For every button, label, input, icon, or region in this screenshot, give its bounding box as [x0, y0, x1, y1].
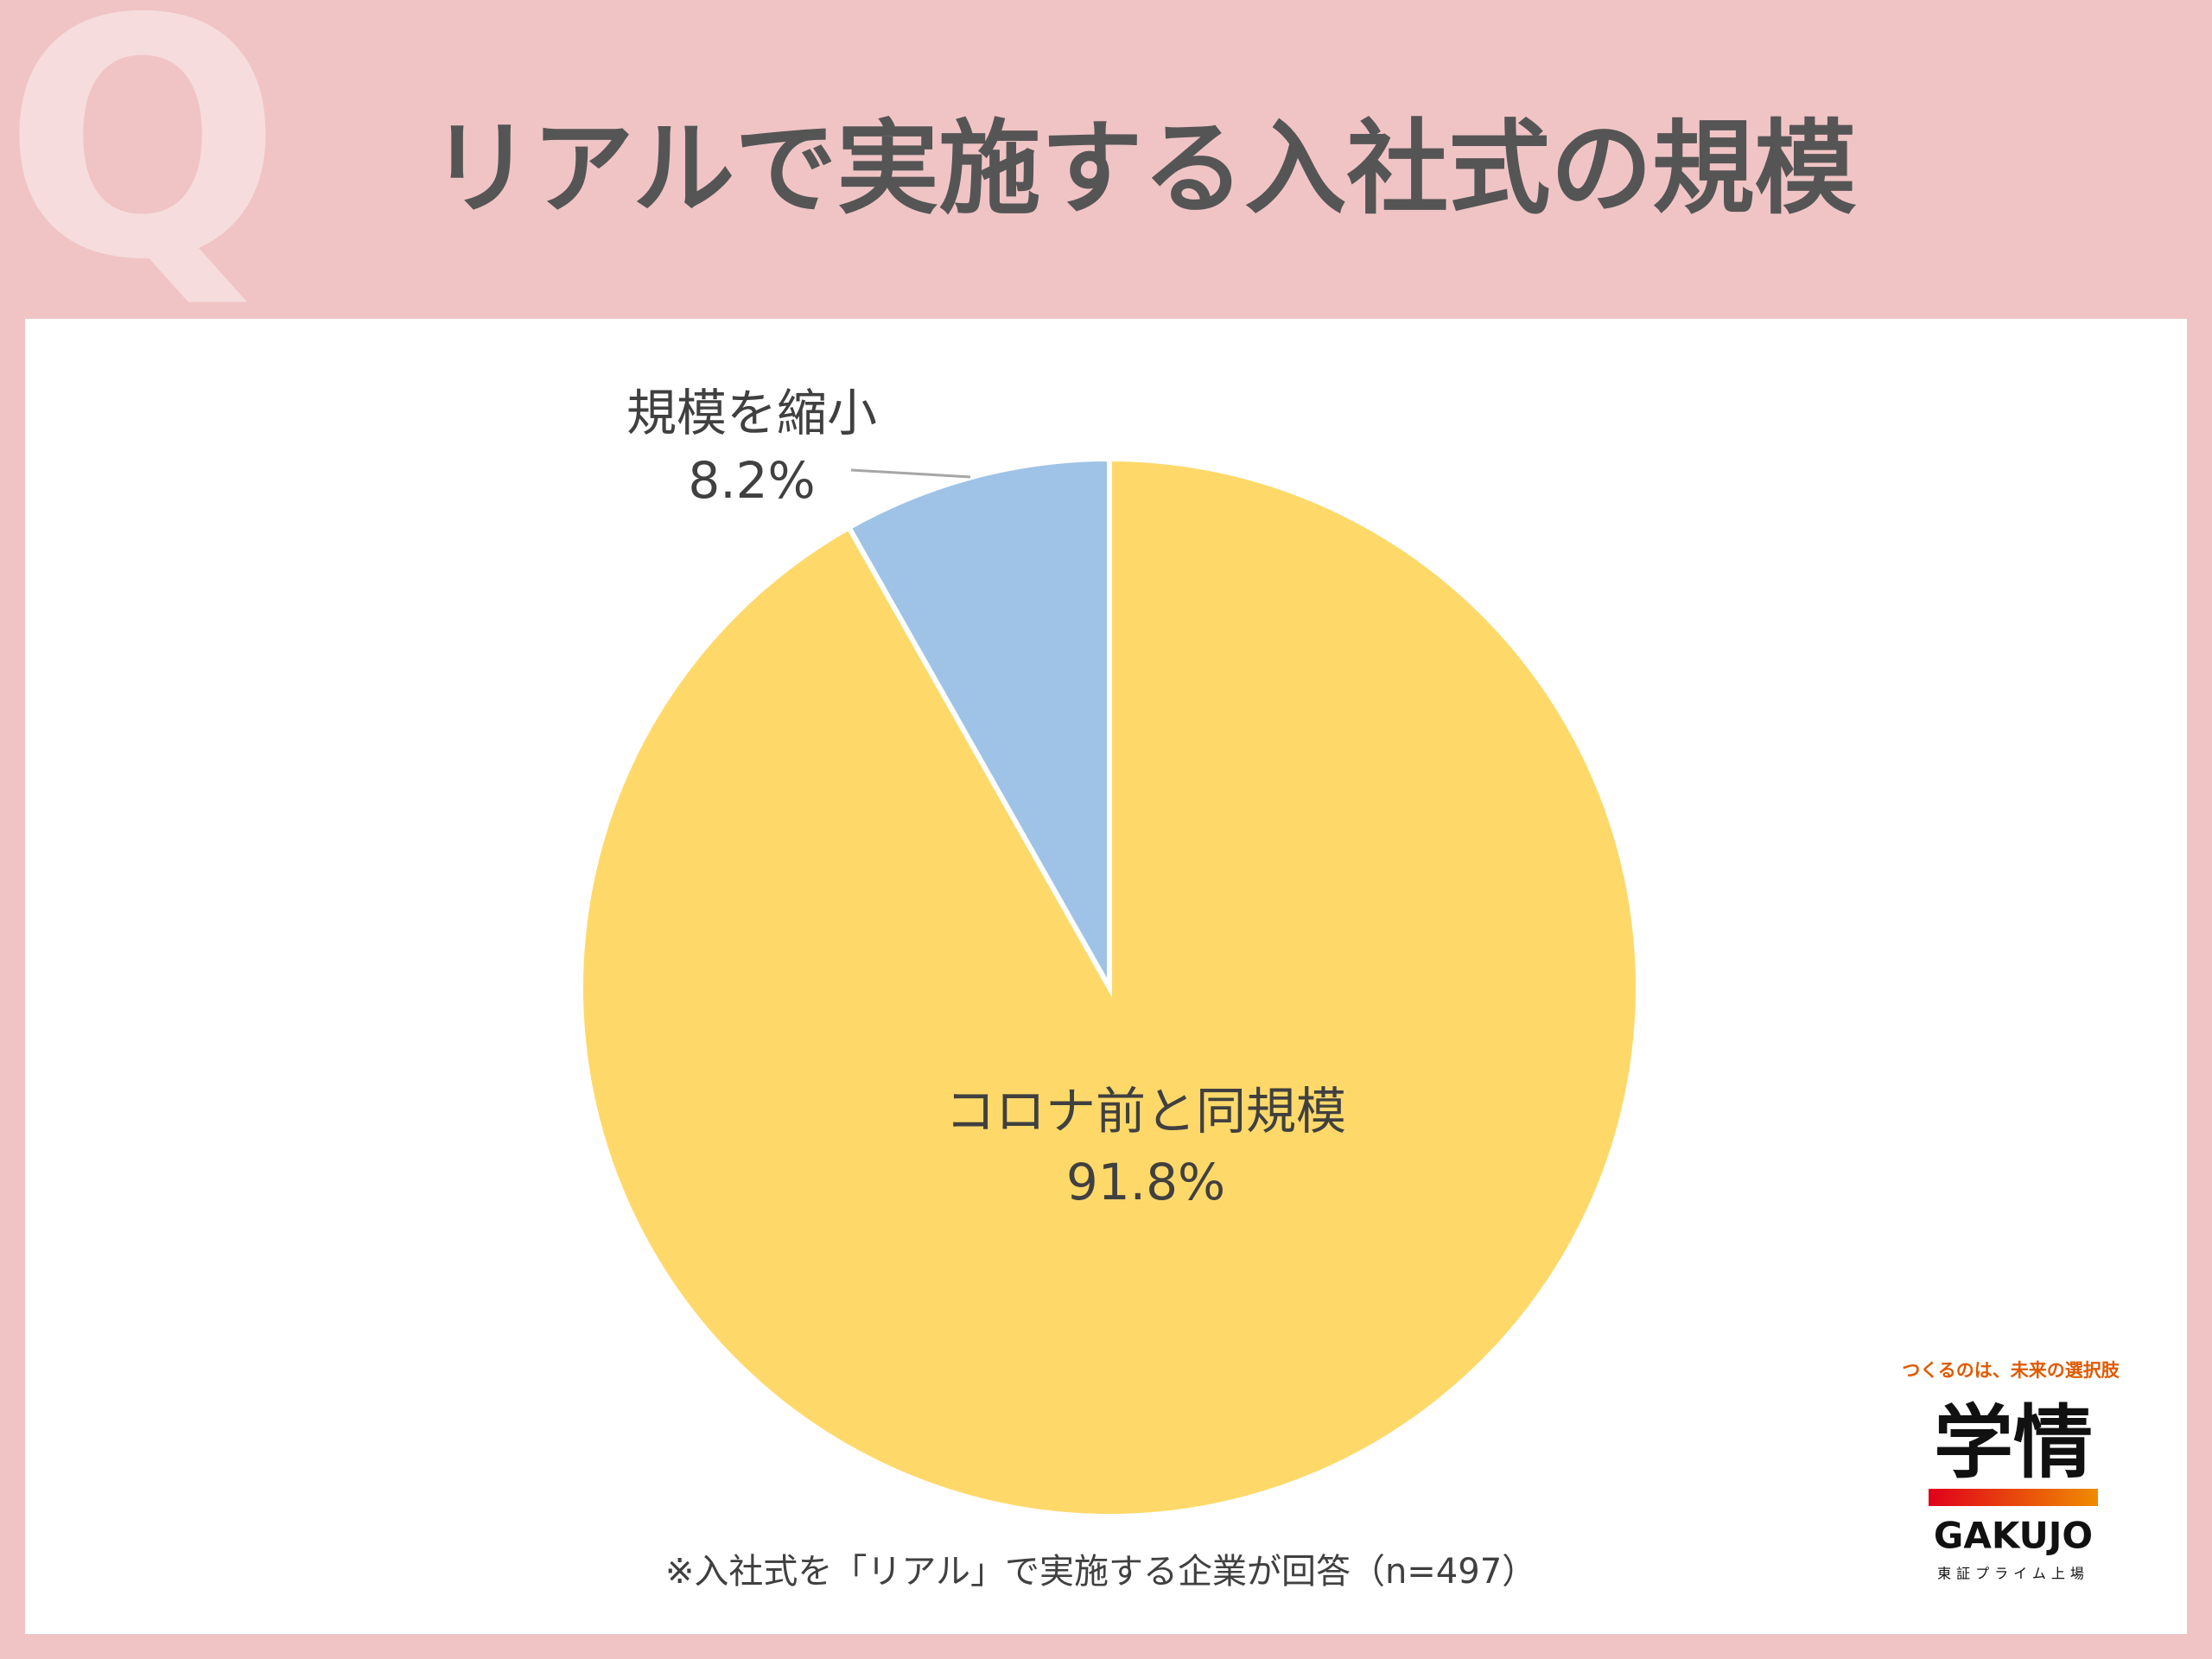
leader-line [850, 468, 971, 479]
chart-title: リアルで実施する入社式の規模 [430, 109, 1857, 228]
listing: 東証プライム上場 [1937, 1566, 2089, 1582]
slice-label: コロナ前と同規模 [945, 1082, 1346, 1141]
logo: 学情 [1934, 1396, 2093, 1489]
slice [845, 455, 1112, 998]
q-badge: Q [3, 0, 282, 332]
logo-name: GAKUJO [1934, 1515, 2093, 1557]
note: ※入社式を「リアル」で実施する企業が回答（n=497） [665, 1552, 1536, 1592]
pie [578, 455, 1641, 1519]
tagline: つくるのは、未来の選択肢 [1902, 1360, 2120, 1381]
logo-bar [1929, 1489, 2098, 1506]
value-label: 8.2% [688, 451, 815, 510]
value-label: 91.8% [1066, 1153, 1225, 1211]
slice-label: 規模を縮小 [626, 384, 877, 442]
